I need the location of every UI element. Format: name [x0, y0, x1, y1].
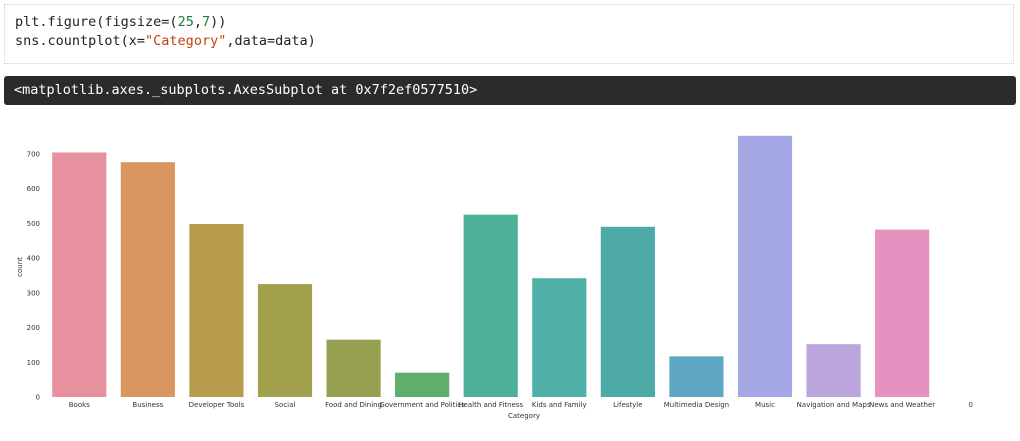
y-tick-label: 200	[27, 324, 40, 332]
code-string: "Category"	[145, 33, 227, 49]
y-axis-label: count	[16, 257, 24, 277]
bar	[806, 344, 861, 397]
x-tick-label: Social	[275, 401, 296, 409]
bar	[52, 152, 107, 397]
bar	[189, 224, 244, 397]
bar	[257, 284, 313, 397]
bar	[395, 372, 450, 397]
code-line-1: plt.figure(figsize=(25,7))	[15, 13, 1003, 32]
bar	[875, 229, 930, 397]
chart-container: 0 100 200 300 400 500 600 700 Books Business Deve…	[0, 118, 1020, 437]
bar	[463, 214, 518, 397]
y-tick-label: 300	[27, 289, 40, 297]
x-tick-label: Multimedia Design	[664, 401, 729, 409]
code-number: 25	[177, 14, 194, 30]
x-tick-label: Health and Fitness	[458, 401, 523, 409]
y-tick-label: 600	[27, 185, 40, 193]
code-text: ,	[193, 14, 202, 30]
bar	[326, 339, 381, 397]
code-text: sns.countplot(x=	[15, 33, 146, 49]
x-tick-label: News and Weather	[869, 401, 935, 409]
x-tick-label: Music	[755, 401, 775, 409]
x-tick-label: Navigation and Maps	[797, 401, 871, 409]
count-bar-chart: 0 100 200 300 400 500 600 700 Books Business Deve…	[0, 118, 1020, 437]
y-tick-label: 500	[27, 220, 40, 228]
code-text: ))	[210, 14, 227, 30]
y-tick-label: 400	[27, 255, 40, 263]
x-tick-label: 0	[968, 401, 972, 409]
x-tick-label: Lifestyle	[613, 401, 642, 409]
bar	[600, 226, 655, 397]
bar	[669, 356, 724, 397]
code-line-2: sns.countplot(x="Category",data=data)	[15, 32, 1003, 51]
y-tick-label: 100	[27, 359, 40, 367]
y-tick-label: 0	[36, 394, 40, 402]
bar	[120, 162, 175, 397]
code-number: 7	[201, 14, 211, 30]
x-tick-label: Government and Politics	[379, 401, 465, 409]
x-tick-label: Books	[69, 401, 90, 409]
x-axis-label: Category	[508, 412, 540, 420]
code-text: plt.figure(figsize=(	[15, 14, 178, 30]
x-tick-label: Developer Tools	[189, 401, 245, 409]
x-tick-label: Food and Dining	[325, 401, 382, 409]
bar	[737, 135, 793, 398]
x-tick-label: Business	[132, 401, 163, 409]
x-tick-label: Kids and Family	[532, 401, 587, 409]
code-cell[interactable]: plt.figure(figsize=(25,7)) sns.countplot…	[4, 4, 1014, 64]
y-tick-label: 700	[27, 150, 40, 158]
code-text: ,data=data)	[226, 33, 316, 49]
bar	[532, 278, 587, 397]
output-text: <matplotlib.axes._subplots.AxesSubplot a…	[4, 76, 1016, 105]
